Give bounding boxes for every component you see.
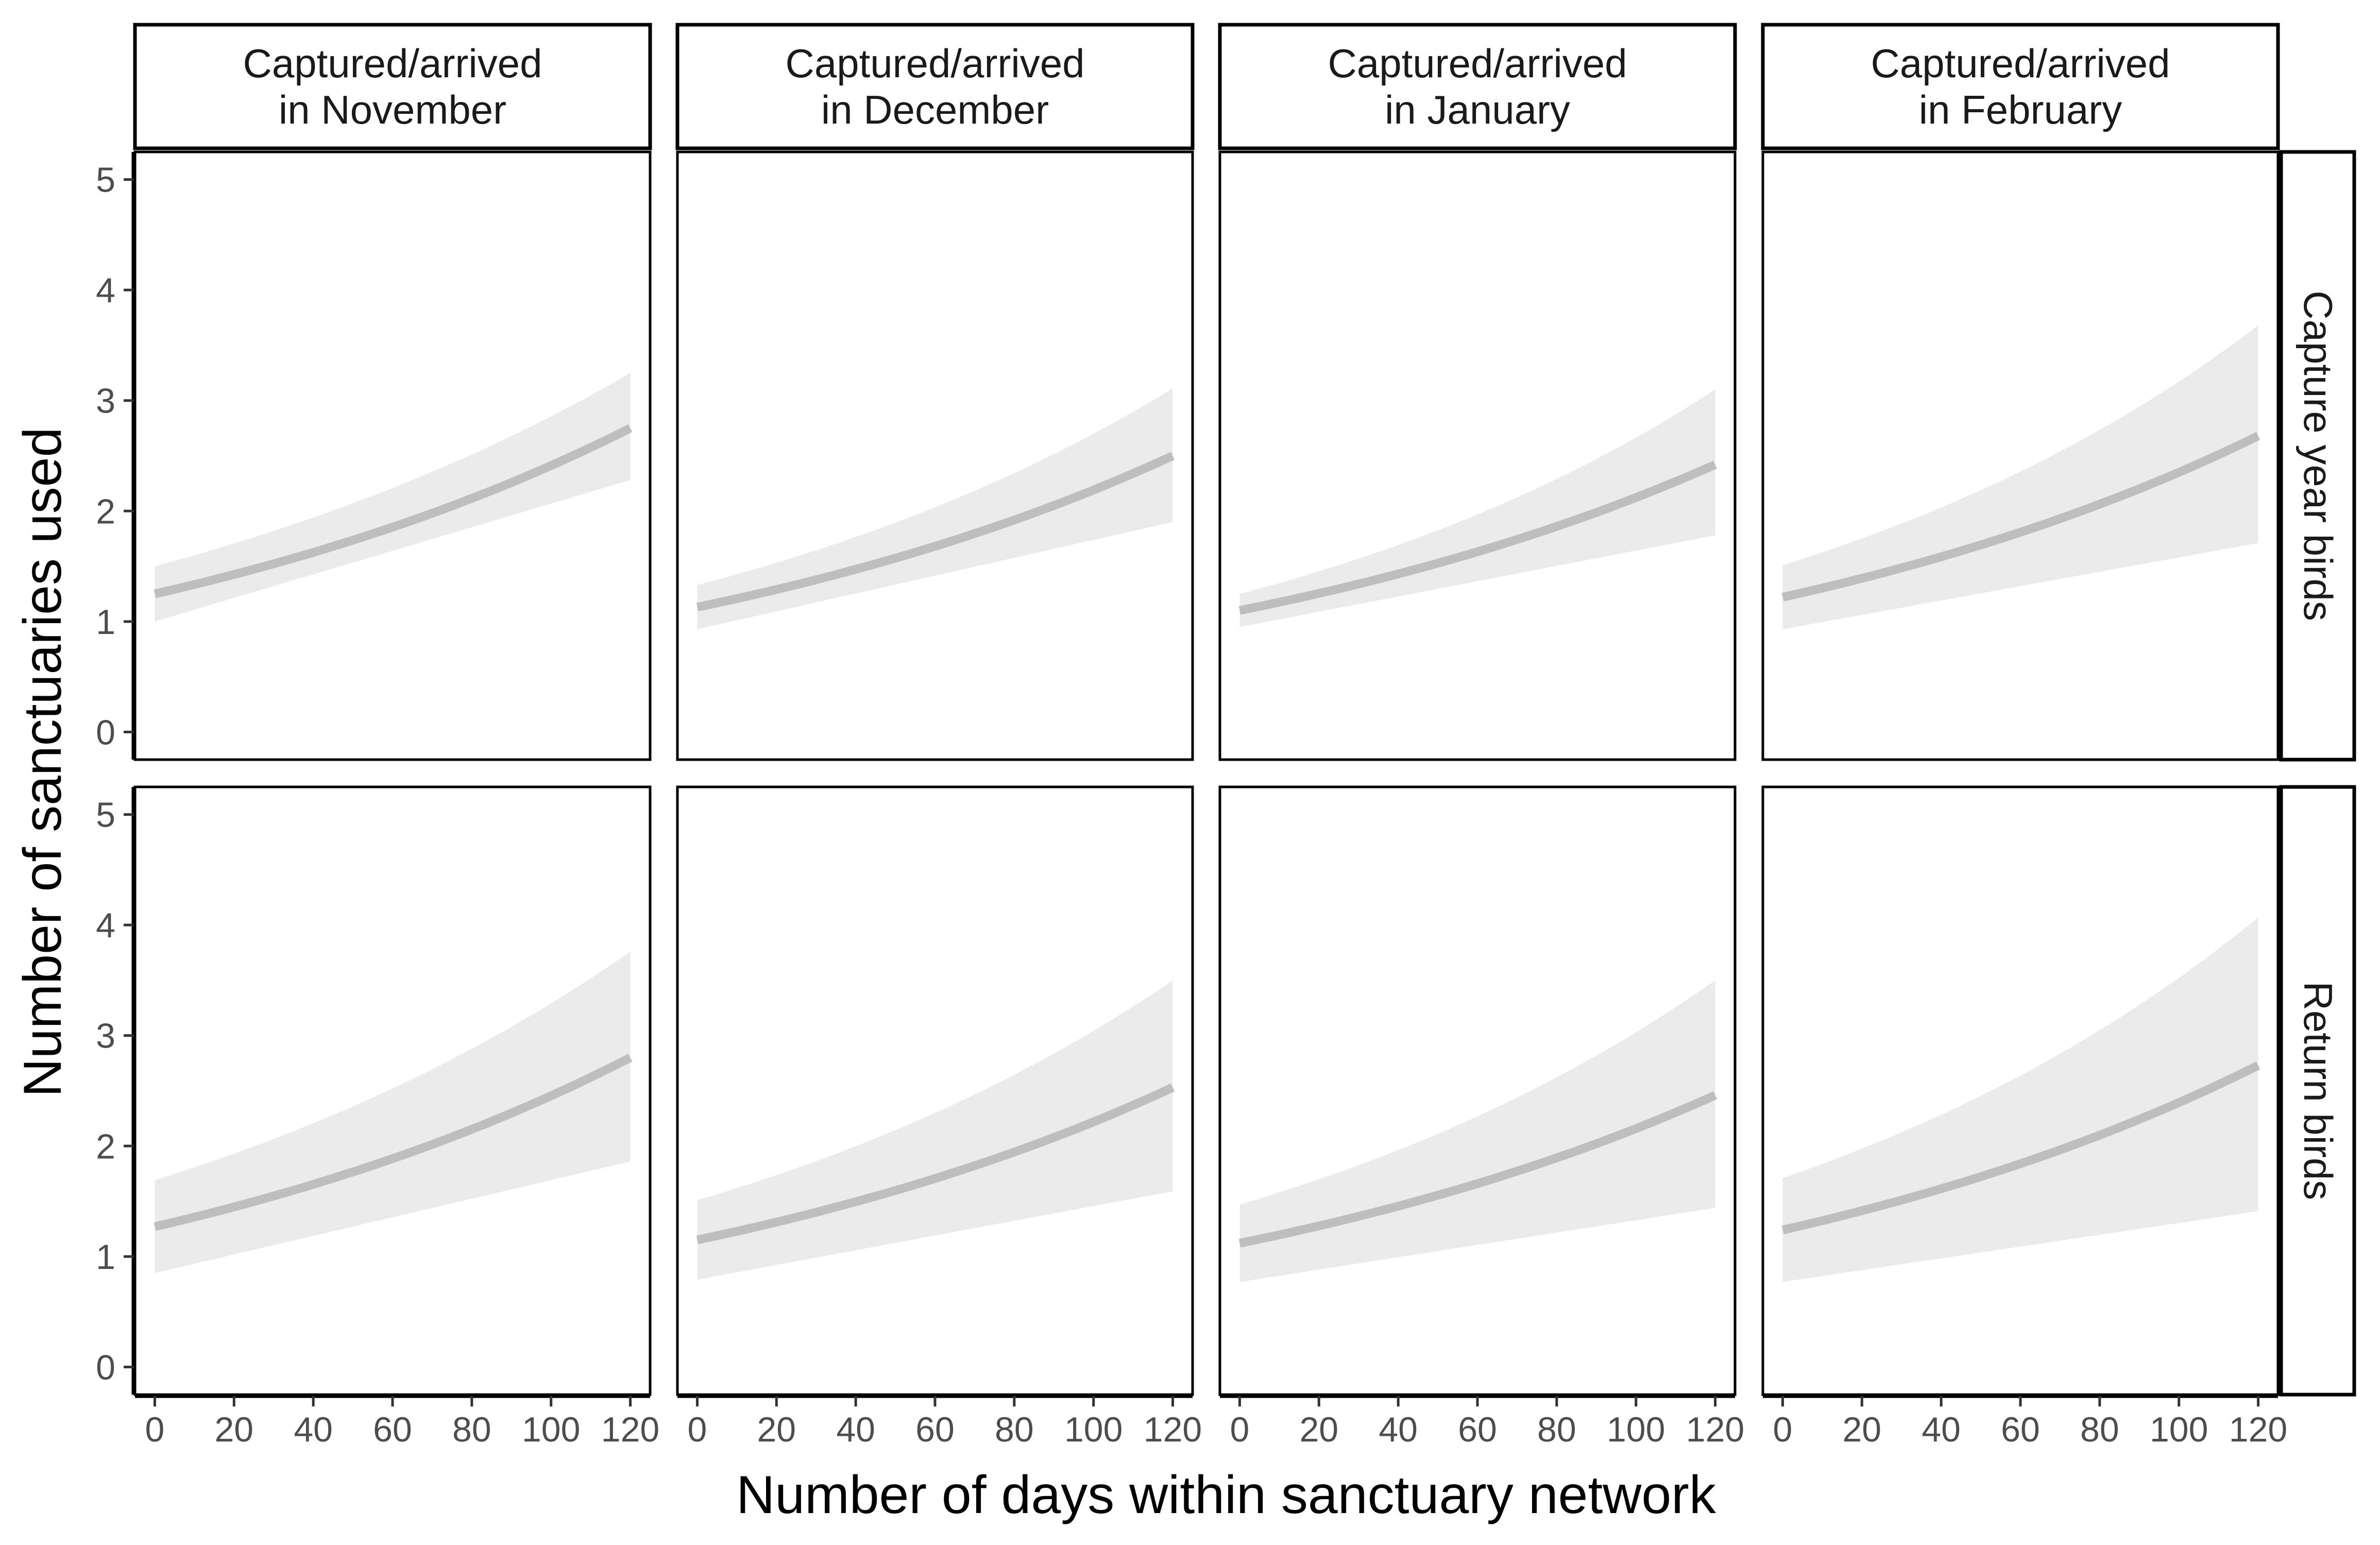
- confidence-ribbon-r0-c0: [155, 373, 631, 622]
- confidence-ribbon-r0-c2: [1239, 389, 1715, 627]
- fit-line-r0-c0: [154, 424, 633, 598]
- column-strip-label-2: Captured/arrived in January: [1328, 41, 1627, 132]
- x-tick-label-0-4: 80: [452, 1410, 491, 1449]
- x-tick-label-2-5: 100: [1607, 1410, 1665, 1449]
- column-strip-label-line: Captured/arrived: [1871, 41, 2170, 86]
- y-tick-label-0-4: 4: [96, 271, 115, 310]
- y-tick-label-0-3: 3: [96, 382, 115, 421]
- axes: 0 1 2 3 4 5 0 1 2 3 4 5 0 20 40 60 80 100 120 0 20 40 60 80 100 1…: [96, 152, 2287, 1449]
- y-tick-label-1-3: 3: [96, 1017, 115, 1056]
- x-tick-label-0-5: 100: [522, 1410, 580, 1449]
- confidence-ribbon-r0-c1: [697, 388, 1173, 629]
- row-strip-0: [2279, 150, 2356, 762]
- fit-line-r1-c2: [1238, 1091, 1717, 1248]
- fit-line-r1-c0: [154, 1054, 633, 1231]
- y-tick-label-1-2: 2: [96, 1127, 115, 1166]
- x-tick-label-2-0: 0: [1230, 1410, 1250, 1449]
- x-tick-label-1-5: 100: [1064, 1410, 1123, 1449]
- x-tick-label-3-0: 0: [1773, 1410, 1793, 1449]
- confidence-ribbon-r1-c3: [1782, 917, 2258, 1282]
- y-tick-label-0-1: 1: [96, 603, 115, 642]
- x-tick-label-0-3: 60: [373, 1410, 412, 1449]
- fit-line-r0-c2: [1238, 460, 1717, 615]
- x-tick-label-1-1: 20: [757, 1410, 796, 1449]
- x-tick-label-0-6: 120: [601, 1410, 659, 1449]
- confidence-ribbon-r1-c1: [697, 980, 1173, 1280]
- column-strip-label-line: in January: [1385, 87, 1570, 132]
- column-strip-label-line: Captured/arrived: [243, 41, 542, 86]
- column-strip-label-0: Captured/arrived in November: [243, 41, 542, 132]
- y-tick-label-1-1: 1: [96, 1238, 115, 1277]
- y-axis-title: Number of sanctuaries used: [13, 427, 73, 1097]
- panel-frame-r0-c1: [676, 150, 1194, 761]
- column-strip-2: [1218, 23, 1737, 150]
- y-tick-label-0-5: 5: [96, 161, 115, 200]
- fit-line-r0-c1: [696, 452, 1175, 612]
- column-strip-1: [675, 23, 1195, 150]
- x-tick-label-2-4: 80: [1537, 1410, 1576, 1449]
- row-strip-label-1: Return birds: [2296, 982, 2341, 1200]
- x-tick-label-3-3: 60: [2001, 1410, 2040, 1449]
- x-tick-label-1-2: 40: [836, 1410, 875, 1449]
- column-strip-label-1: Captured/arrived in December: [786, 41, 1085, 132]
- y-tick-label-1-5: 5: [96, 796, 115, 835]
- x-tick-label-0-0: 0: [145, 1410, 165, 1449]
- x-tick-label-2-1: 20: [1299, 1410, 1338, 1449]
- fit-line-r1-c1: [696, 1083, 1175, 1244]
- x-tick-label-3-6: 120: [2229, 1410, 2287, 1449]
- confidence-ribbon-r0-c3: [1782, 325, 2258, 629]
- x-tick-label-3-4: 80: [2080, 1410, 2119, 1449]
- x-tick-label-2-6: 120: [1686, 1410, 1744, 1449]
- row-strip-label-0: Capture year birds: [2296, 290, 2341, 621]
- x-tick-label-2-3: 60: [1458, 1410, 1497, 1449]
- x-tick-label-3-2: 40: [1922, 1410, 1961, 1449]
- panel-frame-r0-c3: [1761, 150, 2280, 761]
- x-tick-label-3-1: 20: [1842, 1410, 1881, 1449]
- column-strip-3: [1761, 23, 2280, 150]
- y-tick-label-1-0: 0: [96, 1348, 115, 1387]
- x-tick-label-1-3: 60: [915, 1410, 955, 1449]
- x-tick-label-1-0: 0: [688, 1410, 707, 1449]
- x-tick-label-1-4: 80: [995, 1410, 1034, 1449]
- panel-frame-r0-c2: [1218, 150, 1737, 761]
- column-strip-label-line: in February: [1919, 87, 2122, 132]
- column-strip-label-line: in December: [821, 87, 1049, 132]
- confidence-ribbons: [155, 325, 2258, 1282]
- column-strip-label-3: Captured/arrived in February: [1871, 41, 2170, 132]
- x-axis-title: Number of days within sanctuary network: [736, 1465, 1716, 1525]
- x-tick-label-0-1: 20: [214, 1410, 253, 1449]
- fitted-lines: [154, 424, 2260, 1248]
- facet-strips: Captured/arrived in NovemberCaptured/arri…: [133, 23, 2356, 1397]
- column-strip-0: [133, 23, 652, 150]
- y-tick-label-0-0: 0: [96, 713, 115, 752]
- x-tick-label-1-6: 120: [1144, 1410, 1202, 1449]
- confidence-ribbon-r1-c2: [1239, 980, 1715, 1282]
- column-strip-label-line: Captured/arrived: [1328, 41, 1627, 86]
- y-tick-label-0-2: 2: [96, 492, 115, 531]
- y-tick-label-1-4: 4: [96, 906, 115, 945]
- row-strip-1: [2279, 785, 2356, 1397]
- x-tick-label-2-2: 40: [1379, 1410, 1418, 1449]
- fit-line-r0-c3: [1781, 432, 2260, 602]
- fit-line-r1-c3: [1781, 1061, 2260, 1234]
- column-strip-label-line: Captured/arrived: [786, 41, 1085, 86]
- x-tick-label-0-2: 40: [294, 1410, 333, 1449]
- column-strip-label-line: in November: [279, 87, 506, 132]
- x-tick-label-3-5: 100: [2150, 1410, 2208, 1449]
- confidence-ribbon-r1-c0: [155, 951, 631, 1273]
